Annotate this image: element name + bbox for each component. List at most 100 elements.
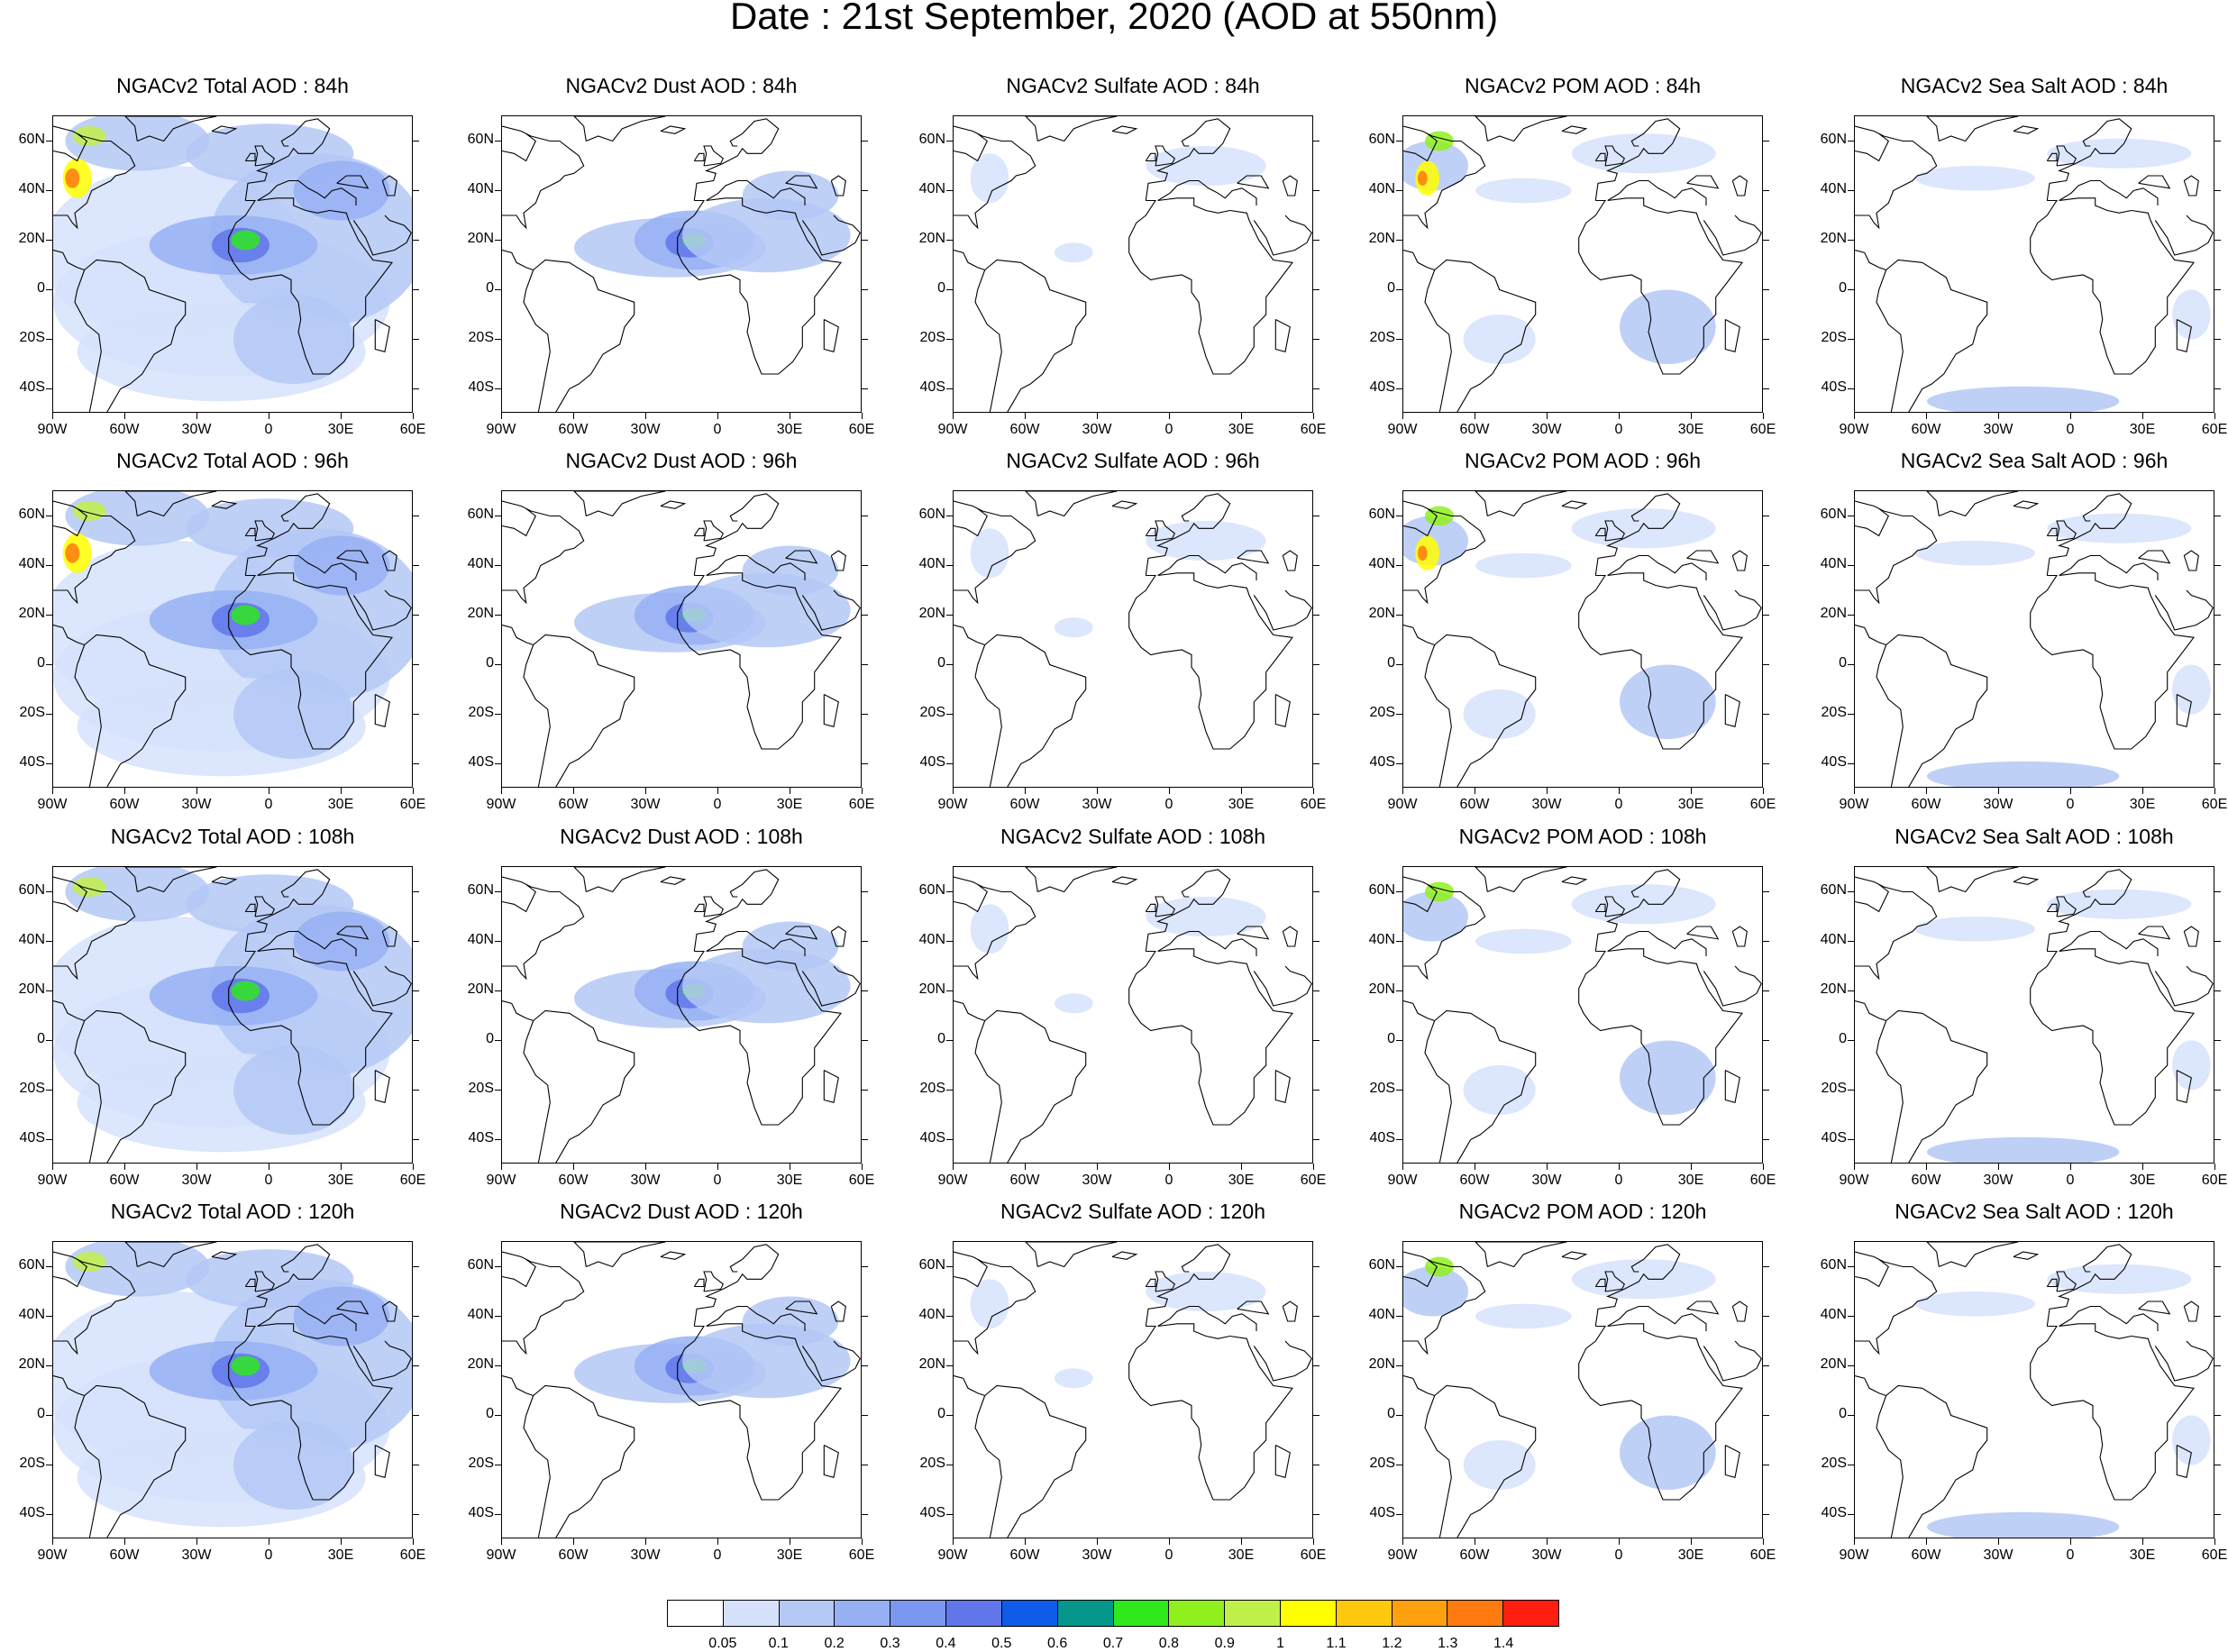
y-tick-mark (413, 1089, 419, 1091)
coastline (257, 1305, 357, 1331)
latitude-tick-label: 0 (1387, 1030, 1395, 1046)
coastline (573, 116, 666, 142)
coastline (1855, 125, 1938, 230)
x-tick-mark (341, 788, 342, 794)
coastline (1855, 500, 1938, 605)
x-tick-mark (1854, 788, 1855, 794)
coastline (1424, 1395, 1452, 1538)
y-tick-mark (46, 1414, 52, 1416)
coastline (1282, 550, 1298, 571)
longitude-tick-label: 90W (486, 797, 516, 812)
coastline (1145, 869, 1231, 952)
map-panel: NGACv2 Sulfate AOD : 96h 60N 40N 20N 0 20S 40S… (919, 449, 1327, 812)
panel-title: NGACv2 Dust AOD : 84h (565, 74, 798, 97)
latitude-tick-label: 40S (1369, 1129, 1395, 1145)
x-tick-mark (2214, 413, 2215, 419)
coastline (954, 876, 1036, 981)
coastline (2154, 214, 2214, 256)
longitude-tick-label: 30E (327, 1547, 354, 1563)
longitude-tick-label: 30E (327, 1173, 354, 1188)
coastline (954, 507, 988, 537)
y-tick-mark (862, 1414, 868, 1416)
coastline (124, 867, 217, 893)
coastline (1607, 930, 1707, 956)
aod-plume (1475, 178, 1572, 204)
aod-plume (231, 981, 260, 1001)
y-tick-mark (495, 762, 501, 764)
x-tick-mark (341, 413, 342, 419)
aod-plume (1418, 170, 1428, 186)
aod-plume (72, 501, 106, 521)
y-tick-mark (946, 890, 953, 892)
coastline (502, 249, 534, 271)
coastline (1686, 1301, 1720, 1315)
longitude-tick-label: 0 (2066, 1547, 2075, 1563)
x-tick-mark (1025, 413, 1026, 419)
y-tick-mark (1396, 940, 1402, 942)
y-tick-mark (46, 1364, 52, 1366)
coastline (2056, 145, 2077, 167)
y-tick-mark (495, 990, 501, 991)
y-tick-mark (413, 1265, 419, 1267)
map-plot-area (1402, 490, 1763, 788)
y-tick-mark (495, 940, 501, 942)
aod-plume (231, 230, 260, 251)
coastline (2046, 118, 2132, 201)
aod-plume (1055, 1368, 1093, 1389)
latitude-tick-label: 40S (468, 1504, 494, 1520)
coastline (2030, 1323, 2196, 1501)
longitude-tick-label: 30W (1082, 797, 1112, 812)
coastline (954, 125, 1036, 230)
panel-title: NGACv2 Sulfate AOD : 96h (1006, 449, 1260, 472)
coastline (228, 948, 394, 1126)
coastline (2176, 319, 2192, 352)
latitude-tick-label: 20S (468, 704, 494, 720)
y-tick-mark (862, 663, 868, 665)
y-tick-mark (495, 1414, 501, 1416)
y-tick-mark (1763, 564, 1769, 566)
longitude-tick-label: 60W (1459, 1547, 1490, 1563)
x-tick-mark (573, 1164, 574, 1170)
panel-title: NGACv2 Sea Salt AOD : 108h (1895, 825, 2174, 848)
y-tick-mark (2214, 388, 2221, 389)
longitude-tick-label: 0 (713, 1547, 722, 1563)
panel-title: NGACv2 Sea Salt AOD : 120h (1895, 1200, 2174, 1223)
latitude-tick-label: 20N (467, 230, 494, 246)
x-tick-mark (1169, 788, 1170, 794)
latitude-tick-label: 40S (19, 1129, 45, 1145)
latitude-tick-label: 0 (1839, 279, 1847, 296)
coastline (1855, 624, 1886, 646)
longitude-tick-label: 30W (630, 1173, 661, 1188)
coastline (1145, 1244, 1231, 1327)
panel-title: NGACv2 Sulfate AOD : 120h (1000, 1200, 1266, 1223)
coastline (84, 634, 187, 787)
longitude-tick-label: 30W (181, 797, 212, 812)
y-tick-mark (495, 239, 501, 241)
y-tick-mark (1763, 338, 1769, 340)
colorbar-label: 0.6 (1047, 1636, 1068, 1651)
colorbar-swatch (1503, 1601, 1558, 1626)
x-tick-mark (1402, 413, 1403, 419)
longitude-tick-label: 0 (2066, 1173, 2075, 1188)
aod-plume (1475, 1303, 1572, 1329)
x-tick-mark (1097, 413, 1098, 419)
y-tick-mark (413, 288, 419, 290)
y-tick-mark (413, 1364, 419, 1366)
y-tick-mark (413, 564, 419, 566)
y-tick-mark (862, 1089, 868, 1091)
coastline (257, 554, 357, 580)
latitude-tick-label: 40S (468, 379, 494, 395)
coastline (1237, 1301, 1270, 1315)
coastline (254, 520, 275, 542)
y-tick-mark (495, 1513, 501, 1515)
aod-plume (742, 545, 839, 596)
y-tick-mark (413, 1315, 419, 1317)
coastline (2046, 152, 2058, 162)
y-tick-mark (946, 388, 953, 389)
coastline (1274, 1070, 1291, 1103)
latitude-tick-label: 0 (1839, 1405, 1847, 1421)
y-tick-mark (2214, 614, 2221, 616)
y-tick-mark (1396, 713, 1402, 715)
y-tick-mark (46, 564, 52, 566)
coastline (2183, 926, 2199, 947)
